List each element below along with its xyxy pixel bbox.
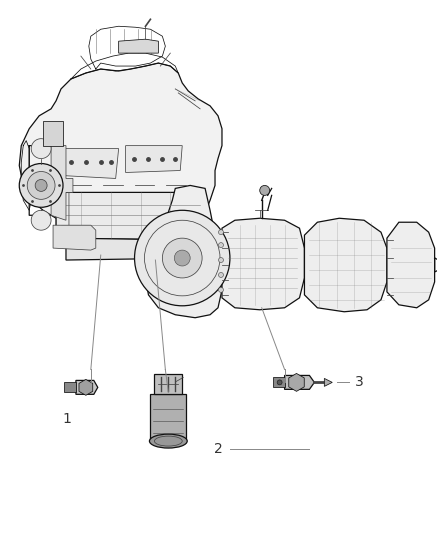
Circle shape — [174, 250, 190, 266]
Ellipse shape — [149, 434, 187, 448]
Circle shape — [134, 211, 230, 306]
Text: 1: 1 — [63, 412, 71, 426]
Polygon shape — [285, 375, 314, 389]
Circle shape — [219, 257, 223, 263]
Polygon shape — [324, 378, 332, 386]
Circle shape — [260, 185, 270, 196]
Circle shape — [35, 180, 47, 191]
Circle shape — [162, 238, 202, 278]
Polygon shape — [76, 381, 98, 394]
Polygon shape — [119, 39, 159, 53]
Text: 3: 3 — [355, 375, 364, 390]
Circle shape — [31, 139, 51, 158]
Polygon shape — [51, 146, 73, 220]
Circle shape — [219, 230, 223, 235]
Polygon shape — [126, 146, 182, 173]
Circle shape — [219, 272, 223, 278]
Polygon shape — [56, 192, 205, 240]
Circle shape — [27, 172, 55, 199]
Polygon shape — [64, 382, 76, 392]
Circle shape — [277, 380, 282, 385]
Polygon shape — [150, 394, 186, 441]
Polygon shape — [61, 149, 119, 179]
Polygon shape — [79, 379, 93, 395]
Polygon shape — [222, 218, 304, 310]
Circle shape — [219, 287, 223, 293]
Polygon shape — [273, 377, 285, 387]
Polygon shape — [145, 185, 222, 318]
Circle shape — [19, 164, 63, 207]
Polygon shape — [289, 374, 304, 391]
Polygon shape — [19, 63, 222, 256]
Circle shape — [219, 243, 223, 248]
Polygon shape — [304, 218, 387, 312]
Polygon shape — [155, 375, 182, 394]
Polygon shape — [66, 238, 200, 260]
Polygon shape — [53, 225, 96, 250]
Polygon shape — [387, 222, 434, 308]
Polygon shape — [43, 121, 63, 146]
Circle shape — [31, 211, 51, 230]
Text: 2: 2 — [214, 442, 223, 456]
